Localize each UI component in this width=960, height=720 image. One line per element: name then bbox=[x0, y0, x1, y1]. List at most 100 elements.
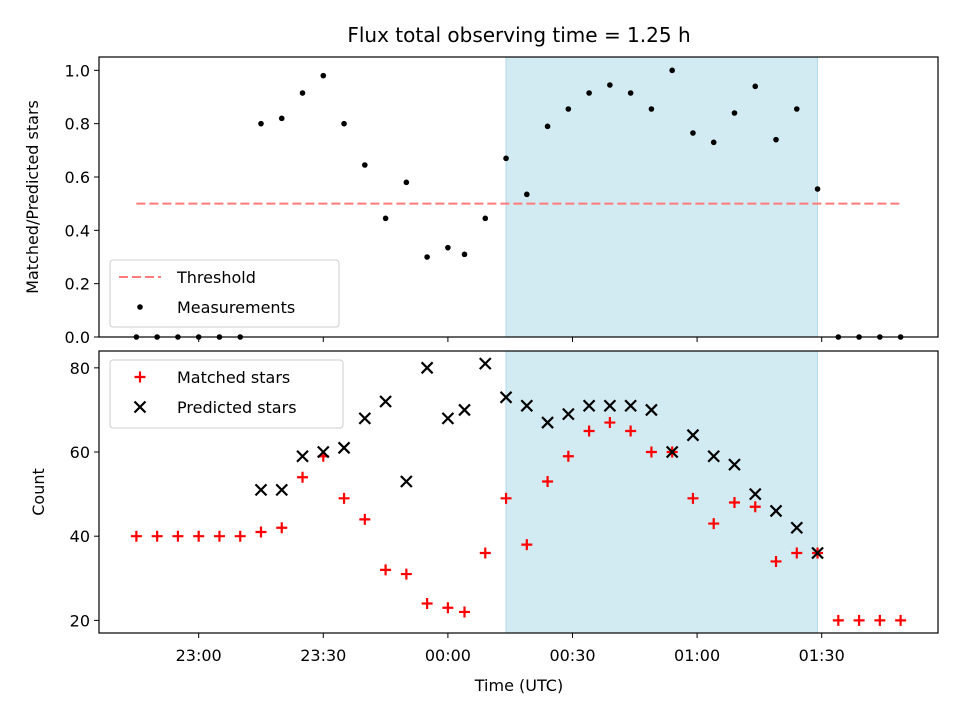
predicted-stars-point bbox=[520, 399, 534, 412]
legend-swatch-predicted-stars bbox=[133, 400, 147, 414]
matched-stars-point bbox=[500, 492, 512, 504]
predicted-stars-point bbox=[296, 449, 309, 463]
measurements-point bbox=[278, 115, 285, 122]
y-tick-label: 1.0 bbox=[65, 61, 90, 80]
y-tick-label: 0.8 bbox=[65, 115, 90, 134]
predicted-stars-point bbox=[582, 399, 596, 412]
measurements-point bbox=[403, 179, 410, 186]
measurements-point bbox=[482, 215, 489, 222]
x-tick-label: 01:30 bbox=[799, 646, 845, 665]
measurements-point bbox=[544, 123, 551, 130]
matched-stars-point bbox=[400, 568, 412, 580]
predicted-stars-point bbox=[478, 357, 492, 370]
x-tick-label: 23:30 bbox=[300, 646, 346, 665]
predicted-stars-point bbox=[665, 445, 679, 459]
matched-stars-point bbox=[853, 614, 865, 626]
matched-stars-point bbox=[832, 614, 844, 626]
y-tick-label: 0.4 bbox=[65, 221, 90, 240]
y-tick-label: 80 bbox=[70, 359, 90, 378]
legend-label-threshold: Threshold bbox=[176, 268, 256, 287]
measurements-point bbox=[586, 90, 592, 96]
predicted-stars-point bbox=[379, 395, 392, 408]
predicted-stars-point bbox=[420, 361, 434, 375]
predicted-stars-point bbox=[337, 441, 351, 455]
legend: Threshold Measurements bbox=[109, 259, 340, 328]
matched-stars-point bbox=[151, 530, 163, 542]
measurements-point bbox=[669, 67, 675, 74]
matched-stars-point bbox=[442, 602, 454, 614]
chart-title: Flux total observing time = 1.25 h bbox=[347, 23, 690, 47]
predicted-stars-point bbox=[499, 391, 513, 404]
y-tick-label: 0.6 bbox=[65, 168, 90, 187]
matched-stars-point bbox=[874, 614, 886, 626]
matched-stars-point bbox=[172, 530, 184, 542]
matched-stars-point bbox=[542, 475, 554, 487]
measurements-point bbox=[320, 72, 327, 79]
predicted-stars-point bbox=[358, 412, 372, 425]
observing-window-span bbox=[505, 350, 819, 634]
measurements-point bbox=[731, 110, 738, 116]
x-tick-label: 00:00 bbox=[425, 646, 471, 665]
y-tick-label: 20 bbox=[70, 611, 90, 630]
measurements-point bbox=[565, 106, 572, 112]
legend-label-measurements: Measurements bbox=[177, 298, 295, 317]
measurements-point bbox=[690, 130, 696, 136]
legend-swatch-measurements bbox=[137, 304, 143, 310]
predicted-stars-point bbox=[441, 412, 455, 425]
predicted-stars-point bbox=[728, 458, 741, 471]
matched-stars-point bbox=[604, 417, 616, 429]
measurements-point bbox=[503, 155, 509, 162]
legend-label-predicted-stars: Predicted stars bbox=[177, 398, 297, 417]
matched-stars-point bbox=[791, 547, 803, 559]
matched-stars-point bbox=[687, 492, 699, 504]
plot-frame bbox=[98, 56, 939, 338]
y-tick-label: 60 bbox=[70, 443, 90, 462]
measurements-point bbox=[524, 191, 530, 198]
legend-swatch-matched-stars bbox=[134, 371, 146, 383]
measurements-point bbox=[814, 186, 821, 192]
measurements-point bbox=[341, 120, 347, 127]
measurements-point bbox=[424, 254, 430, 260]
predicted-stars-point bbox=[645, 403, 658, 417]
y-tick-label: 0.0 bbox=[65, 328, 90, 347]
predicted-stars-point bbox=[769, 504, 783, 518]
measurements-point bbox=[362, 162, 368, 168]
measurements-point bbox=[648, 106, 655, 112]
legend: Matched stars Predicted stars bbox=[109, 359, 344, 429]
observing-window-span bbox=[505, 56, 819, 338]
matched-stars-point bbox=[895, 614, 907, 626]
predicted-stars-point bbox=[603, 399, 617, 412]
matched-stars-point bbox=[359, 513, 371, 525]
matched-stars-point bbox=[479, 547, 491, 559]
matched-stars-point bbox=[583, 425, 595, 437]
y-tick-label: 40 bbox=[70, 527, 90, 546]
matched-stars-point bbox=[213, 530, 225, 542]
matched-stars-point bbox=[770, 555, 782, 567]
matched-stars-point bbox=[562, 450, 574, 462]
top-y-axis-label: Matched/Predicted stars bbox=[23, 100, 42, 294]
matched-stars-point bbox=[234, 530, 246, 542]
measurements-point bbox=[258, 120, 264, 127]
matched-stars-point bbox=[728, 497, 740, 509]
matched-stars-point bbox=[625, 425, 637, 437]
plot-frame bbox=[98, 350, 939, 634]
predicted-stars-point bbox=[686, 428, 700, 442]
matched-stars-point bbox=[297, 471, 309, 483]
matched-stars-point bbox=[521, 539, 533, 551]
matched-stars-point bbox=[338, 492, 350, 504]
matched-stars-point bbox=[380, 564, 392, 576]
measurements-point bbox=[445, 244, 451, 251]
x-tick-label: 01:00 bbox=[674, 646, 720, 665]
predicted-stars-point bbox=[707, 449, 720, 463]
measurements-point bbox=[461, 251, 468, 258]
predicted-stars-point bbox=[275, 483, 289, 497]
legend-box bbox=[109, 359, 344, 429]
matched-stars-point bbox=[749, 501, 761, 513]
matched-stars-point bbox=[708, 518, 720, 530]
measurements-point bbox=[710, 139, 717, 146]
y-tick-label: 0.2 bbox=[65, 275, 90, 294]
measurements-point bbox=[752, 83, 759, 90]
matched-stars-point bbox=[255, 526, 267, 538]
matched-stars-point bbox=[645, 446, 657, 458]
measurements-point bbox=[382, 215, 389, 222]
